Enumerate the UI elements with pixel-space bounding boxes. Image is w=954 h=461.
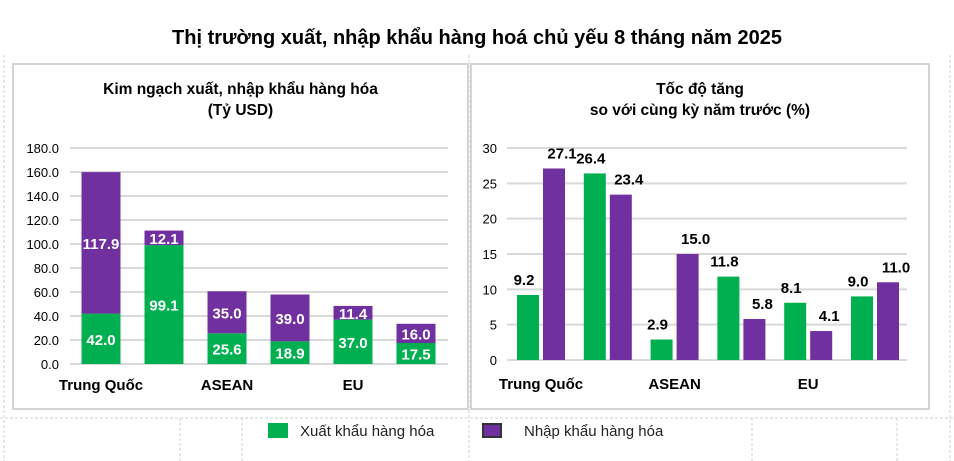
left-data-label-export: 17.5 [401,347,430,364]
left-y-tick-label: 40.0 [34,309,59,324]
left-bar-import [144,230,184,246]
right-bar-import [676,254,699,360]
right-data-label-export: 2.9 [647,317,668,334]
left-y-tick-label: 180.0 [26,141,59,156]
right-x-category-label: Trung Quốc [499,376,583,393]
right-chart-title: Tốc độ tăng so với cùng kỳ năm trước (%) [470,79,930,121]
left-chart-title-line1: Kim ngạch xuất, nhập khẩu hàng hóa [103,81,378,98]
right-y-tick-label: 5 [490,318,497,333]
right-bar-import [810,331,833,360]
right-data-label-import: 5.8 [752,296,773,313]
right-data-label-export: 9.2 [514,272,535,289]
right-data-label-import: 27.1 [547,145,576,162]
left-bar-import [270,294,310,342]
right-bar-import [743,319,766,360]
legend-swatch-import [482,423,502,438]
left-y-tick-label: 0.0 [41,357,59,372]
right-y-tick-label: 0 [490,353,497,368]
left-chart-title: Kim ngạch xuất, nhập khẩu hàng hóa (Tỷ U… [12,79,469,121]
right-y-tick-label: 15 [483,247,497,262]
left-y-tick-label: 160.0 [26,165,59,180]
legend-label-import: Nhập khẩu hàng hóa [524,423,664,440]
right-x-category-label: ASEAN [648,376,701,393]
right-bar-export [517,294,539,360]
right-data-label-import: 23.4 [614,172,644,189]
left-chart-panel [12,63,469,410]
main-title: Thị trường xuất, nhập khẩu hàng hoá chủ … [172,27,782,49]
right-data-label-import: 15.0 [681,231,710,248]
right-bar-export [784,302,807,360]
left-bar-import [81,172,121,314]
left-data-label-import: 11.4 [339,306,368,323]
right-data-label-export: 26.4 [576,150,606,167]
right-bar-import [543,168,565,360]
legend-swatch-export [268,423,288,438]
right-y-tick-label: 25 [483,176,497,191]
left-bar-import [207,291,247,334]
left-bar-import [396,323,436,343]
right-bar-import [877,282,899,360]
right-data-label-export: 9.0 [848,273,869,290]
right-y-tick-label: 30 [483,141,497,156]
left-bar-export [333,319,373,364]
left-data-label-export: 42.0 [86,332,115,349]
left-y-tick-label: 60.0 [34,285,59,300]
left-bar-export [207,333,247,364]
left-data-label-import: 12.1 [149,231,178,248]
right-data-label-export: 8.1 [781,280,802,297]
right-data-label-import: 4.1 [819,308,840,325]
left-x-category-label: Trung Quốc [59,377,143,394]
left-data-label-export: 37.0 [338,335,367,352]
right-bar-export [851,296,873,360]
left-data-label-export: 18.9 [275,346,304,363]
left-bar-export [270,341,310,364]
left-x-category-label: ASEAN [201,377,254,394]
right-y-tick-label: 20 [483,212,497,227]
right-data-label-import: 11.0 [882,259,910,276]
left-bar-import [333,305,373,320]
left-data-label-import: 16.0 [401,326,430,343]
left-data-label-import: 39.0 [275,311,304,328]
left-y-tick-label: 20.0 [34,333,59,348]
left-y-tick-label: 80.0 [34,261,59,276]
left-data-label-import: 35.0 [212,305,241,322]
legend-label-export: Xuất khẩu hàng hóa [300,423,435,440]
right-bar-import [609,194,632,360]
left-data-label-export: 25.6 [212,342,241,359]
right-chart-title-line2: so với cùng kỳ năm trước (%) [589,102,811,119]
right-chart-panel [470,63,930,410]
left-x-category-label: EU [343,377,364,394]
right-chart-title-line1: Tốc độ tăng [656,81,744,98]
left-y-tick-label: 120.0 [26,213,59,228]
left-bar-export [396,343,436,364]
left-data-label-export: 99.1 [149,298,178,315]
right-x-category-label: EU [798,376,819,393]
right-data-label-export: 11.8 [710,254,738,271]
left-bar-export [81,313,121,364]
left-y-tick-label: 100.0 [26,237,59,252]
right-y-tick-label: 10 [483,282,497,297]
left-chart-title-line2: (Tỷ USD) [207,102,274,119]
right-bar-export [650,339,673,360]
left-y-tick-label: 140.0 [26,189,59,204]
left-bar-export [144,245,184,364]
left-data-label-import: 117.9 [83,236,120,253]
right-bar-export [583,173,606,360]
right-bar-export [717,276,740,360]
